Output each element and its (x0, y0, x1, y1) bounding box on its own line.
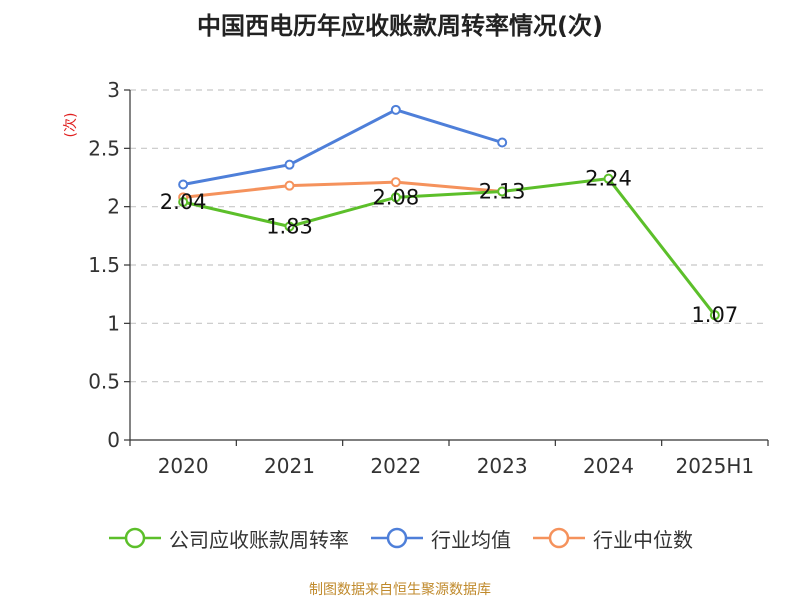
legend-line-marker-icon (109, 527, 161, 549)
y-tick-label: 1.5 (88, 253, 120, 277)
data-label: 1.07 (691, 303, 738, 327)
x-tick-label: 2020 (158, 454, 209, 478)
data-label: 2.13 (479, 180, 526, 204)
data-point (284, 159, 295, 170)
tick-labels: 0 0.5 1 1.5 2 2.5 3 2020 2021 2022 2023 2024 2025H1 (88, 78, 754, 478)
data-labels: 2.04 1.83 2.08 2.13 2.24 1.07 (160, 167, 738, 327)
legend-item[interactable]: 行业均值 (369, 524, 511, 553)
data-point (178, 197, 189, 207)
series-lines (181, 108, 717, 317)
legend-line-marker-icon (371, 527, 423, 549)
axes (124, 89, 769, 446)
x-tick-label: 2024 (583, 454, 634, 478)
legend-line-marker-icon (533, 527, 585, 549)
data-label: 2.08 (372, 185, 419, 209)
chart-title: 中国西电历年应收账款周转率情况(次) (197, 12, 603, 40)
x-tick-label: 2021 (264, 454, 315, 478)
data-point (178, 179, 189, 190)
data-label: 1.83 (266, 215, 313, 239)
data-point (497, 137, 508, 148)
x-tick-label: 2025H1 (675, 454, 754, 478)
data-label: 2.24 (585, 167, 632, 191)
series-line (181, 180, 504, 199)
y-tick-label: 0.5 (88, 370, 120, 394)
legend: 公司应收账款周转率 行业均值 行业中位数 (0, 520, 800, 556)
legend-label: 行业均值 (431, 527, 511, 552)
data-point (390, 192, 401, 203)
data-point (497, 186, 508, 197)
legend-item[interactable]: 行业中位数 (531, 524, 693, 553)
x-tick-label: 2022 (370, 454, 421, 478)
y-tick-label: 2.5 (88, 136, 120, 160)
data-point (390, 104, 401, 115)
gridlines (130, 89, 768, 383)
x-tick-label: 2023 (477, 454, 528, 478)
data-point (603, 173, 614, 184)
y-tick-label: 2 (107, 195, 120, 219)
series-line (181, 108, 504, 186)
series-points (178, 104, 720, 321)
legend-label: 行业中位数 (593, 527, 693, 552)
y-axis-unit-label: (次) (63, 113, 79, 138)
y-tick-label: 3 (107, 78, 120, 102)
data-point (284, 221, 295, 232)
y-tick-label: 0 (107, 428, 120, 452)
data-point (390, 177, 401, 188)
data-label: 2.04 (160, 190, 207, 214)
data-point (284, 180, 295, 191)
series-line (181, 177, 717, 317)
y-tick-label: 1 (107, 311, 120, 335)
legend-item[interactable]: 公司应收账款周转率 (107, 524, 349, 553)
data-point (709, 310, 720, 321)
source-note: 制图数据来自恒生聚源数据库 (309, 582, 491, 598)
legend-label: 公司应收账款周转率 (169, 527, 349, 552)
